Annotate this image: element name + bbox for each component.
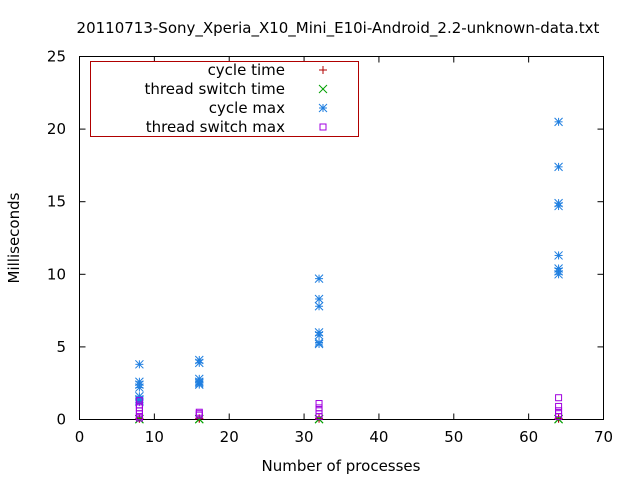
x-tick-label-7: 70 [594,428,613,446]
point-s2-24 [554,201,563,211]
legend-box [90,61,359,137]
data-points [135,117,563,424]
point-s2-28 [554,269,563,279]
point-s3-6 [135,414,143,422]
legend-label-0: cycle time [208,61,285,79]
point-s2-13 [194,380,204,390]
x-tick-label-4: 40 [369,428,388,446]
point-s3-16 [555,402,563,410]
point-s3-15 [555,394,563,402]
y-tick-label-1: 5 [56,338,66,356]
plot-frame [79,56,604,420]
series-2 [135,117,563,407]
y-tick-label-5: 25 [47,48,66,66]
x-tick-label-0: 0 [75,428,85,446]
point-s3-14 [315,413,323,421]
point-s3-9 [195,411,203,419]
point-s2-15 [314,294,324,304]
x-axis-label: Number of processes [262,457,421,475]
legend-marker-1 [318,84,328,94]
point-s2-21 [554,117,563,127]
legend-marker-3 [319,123,327,131]
chart-title: 20110713-Sony_Xperia_X10_Mini_E10i-Andro… [77,19,600,38]
series-3 [135,394,563,422]
point-s2-3 [135,383,144,392]
point-s3-19 [555,413,563,421]
point-s3-10 [315,400,323,408]
legend-label-2: cycle max [209,99,285,117]
point-s2-16 [314,301,324,311]
legend-marker-2 [318,103,328,113]
y-tick-label-3: 15 [47,193,66,211]
x-tick-label-2: 20 [220,428,239,446]
point-s2-0 [135,359,144,369]
legend-marker-0 [319,66,327,74]
x-tick-label-5: 50 [444,428,463,446]
legend-label-1: thread switch time [145,80,285,98]
y-axis-label: Milliseconds [5,192,23,283]
point-s2-22 [554,162,563,172]
point-s3-0 [135,397,143,405]
y-tick-label-4: 20 [47,120,66,138]
point-s2-9 [194,358,204,368]
point-s2-20 [314,339,324,349]
y-tick-label-2: 10 [47,265,66,283]
point-s2-18 [314,330,324,340]
point-s2-25 [554,251,563,260]
legend-label-3: thread switch max [146,118,285,136]
y-tick-labels: 0 5 10 15 20 25 [47,48,66,429]
x-tick-label-1: 10 [145,428,164,446]
x-tick-label-6: 60 [519,428,538,446]
point-s2-14 [314,274,324,284]
y-tick-label-0: 0 [56,411,66,429]
x-tick-labels: 0 10 20 30 40 50 60 70 [75,428,613,446]
x-tick-label-3: 30 [295,428,314,446]
